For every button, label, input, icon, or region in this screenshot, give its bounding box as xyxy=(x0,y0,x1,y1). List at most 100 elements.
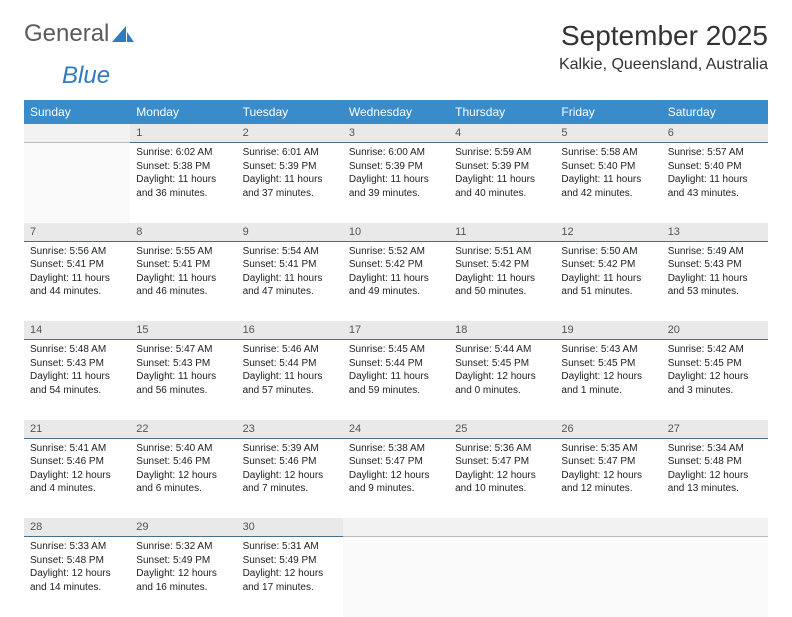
day-info-line: Sunset: 5:39 PM xyxy=(455,160,549,174)
day-info-line: and 6 minutes. xyxy=(136,482,230,496)
day-info-line: Daylight: 11 hours xyxy=(668,272,762,286)
day-info-line: Sunrise: 5:59 AM xyxy=(455,146,549,160)
day-cell: Sunrise: 5:39 AMSunset: 5:46 PMDaylight:… xyxy=(237,438,343,518)
day-number: 17 xyxy=(343,321,449,340)
day-info-line: Sunset: 5:44 PM xyxy=(243,357,337,371)
day-info-line: Sunset: 5:45 PM xyxy=(668,357,762,371)
day-number: 14 xyxy=(24,321,130,340)
day-info-line: Daylight: 12 hours xyxy=(561,469,655,483)
day-cell: Sunrise: 6:02 AMSunset: 5:38 PMDaylight:… xyxy=(130,143,236,223)
day-number-row: 14151617181920 xyxy=(24,321,768,340)
day-info-line: Daylight: 12 hours xyxy=(136,469,230,483)
logo-text-general: General xyxy=(24,20,109,48)
day-info-line: Sunrise: 5:44 AM xyxy=(455,343,549,357)
day-info-line: Sunrise: 5:32 AM xyxy=(136,540,230,554)
day-info-line: Sunset: 5:45 PM xyxy=(455,357,549,371)
day-number: 2 xyxy=(237,124,343,143)
day-info-line: Daylight: 12 hours xyxy=(455,469,549,483)
day-info-line: Daylight: 12 hours xyxy=(349,469,443,483)
day-content-row: Sunrise: 5:41 AMSunset: 5:46 PMDaylight:… xyxy=(24,438,768,518)
day-info-line: Sunrise: 5:38 AM xyxy=(349,442,443,456)
day-cell: Sunrise: 5:40 AMSunset: 5:46 PMDaylight:… xyxy=(130,438,236,518)
day-cell: Sunrise: 5:48 AMSunset: 5:43 PMDaylight:… xyxy=(24,340,130,420)
day-info-line: Daylight: 11 hours xyxy=(243,272,337,286)
day-info-line: Daylight: 12 hours xyxy=(30,567,124,581)
weekday-header: Friday xyxy=(555,100,661,124)
day-info-line: Sunset: 5:46 PM xyxy=(243,455,337,469)
day-info-line: Daylight: 11 hours xyxy=(136,173,230,187)
day-info-line: and 54 minutes. xyxy=(30,384,124,398)
day-info-line: Sunset: 5:43 PM xyxy=(136,357,230,371)
day-info-line: Sunrise: 5:41 AM xyxy=(30,442,124,456)
day-info-line: Sunrise: 5:35 AM xyxy=(561,442,655,456)
weekday-header: Thursday xyxy=(449,100,555,124)
day-info-line: Daylight: 12 hours xyxy=(243,469,337,483)
day-number: 22 xyxy=(130,420,236,439)
day-info-line: and 12 minutes. xyxy=(561,482,655,496)
day-number: 21 xyxy=(24,420,130,439)
day-cell: Sunrise: 5:52 AMSunset: 5:42 PMDaylight:… xyxy=(343,241,449,321)
day-info-line: Sunrise: 5:42 AM xyxy=(668,343,762,357)
day-number: 18 xyxy=(449,321,555,340)
day-cell: Sunrise: 5:47 AMSunset: 5:43 PMDaylight:… xyxy=(130,340,236,420)
day-cell xyxy=(555,537,661,617)
day-info-line: Sunset: 5:43 PM xyxy=(668,258,762,272)
day-cell: Sunrise: 5:49 AMSunset: 5:43 PMDaylight:… xyxy=(662,241,768,321)
day-info-line: and 37 minutes. xyxy=(243,187,337,201)
day-info-line: Sunset: 5:39 PM xyxy=(243,160,337,174)
day-info-line: and 7 minutes. xyxy=(243,482,337,496)
day-info-line: Daylight: 11 hours xyxy=(455,173,549,187)
day-info-line: and 16 minutes. xyxy=(136,581,230,595)
day-info-line: and 47 minutes. xyxy=(243,285,337,299)
day-cell: Sunrise: 5:51 AMSunset: 5:42 PMDaylight:… xyxy=(449,241,555,321)
day-info-line: Daylight: 11 hours xyxy=(30,370,124,384)
day-number: 25 xyxy=(449,420,555,439)
day-cell xyxy=(343,537,449,617)
day-info-line: and 0 minutes. xyxy=(455,384,549,398)
day-content-row: Sunrise: 6:02 AMSunset: 5:38 PMDaylight:… xyxy=(24,143,768,223)
day-cell xyxy=(24,143,130,223)
day-info-line: Sunset: 5:40 PM xyxy=(561,160,655,174)
day-info-line: Sunset: 5:42 PM xyxy=(561,258,655,272)
day-info-line: Daylight: 12 hours xyxy=(668,370,762,384)
day-number: 24 xyxy=(343,420,449,439)
day-info-line: and 43 minutes. xyxy=(668,187,762,201)
day-number: 5 xyxy=(555,124,661,143)
day-info-line: Daylight: 11 hours xyxy=(136,272,230,286)
day-info-line: Daylight: 11 hours xyxy=(561,173,655,187)
day-info-line: Sunrise: 5:52 AM xyxy=(349,245,443,259)
day-info-line: Sunset: 5:48 PM xyxy=(30,554,124,568)
day-content-row: Sunrise: 5:56 AMSunset: 5:41 PMDaylight:… xyxy=(24,241,768,321)
day-info-line: Sunrise: 5:45 AM xyxy=(349,343,443,357)
day-info-line: and 36 minutes. xyxy=(136,187,230,201)
day-number xyxy=(343,518,449,537)
day-info-line: Sunrise: 5:51 AM xyxy=(455,245,549,259)
day-info-line: Sunrise: 5:48 AM xyxy=(30,343,124,357)
day-info-line: Daylight: 11 hours xyxy=(30,272,124,286)
day-cell: Sunrise: 6:00 AMSunset: 5:39 PMDaylight:… xyxy=(343,143,449,223)
day-info-line: Sunset: 5:46 PM xyxy=(136,455,230,469)
day-info-line: Sunrise: 5:46 AM xyxy=(243,343,337,357)
day-info-line: Sunrise: 5:57 AM xyxy=(668,146,762,160)
day-info-line: and 10 minutes. xyxy=(455,482,549,496)
day-number: 27 xyxy=(662,420,768,439)
day-info-line: Sunrise: 5:43 AM xyxy=(561,343,655,357)
day-content-row: Sunrise: 5:48 AMSunset: 5:43 PMDaylight:… xyxy=(24,340,768,420)
day-number-row: 78910111213 xyxy=(24,223,768,242)
logo-text-blue: Blue xyxy=(62,62,110,89)
day-info-line: and 42 minutes. xyxy=(561,187,655,201)
day-info-line: Sunset: 5:47 PM xyxy=(455,455,549,469)
day-info-line: Sunrise: 5:47 AM xyxy=(136,343,230,357)
day-cell: Sunrise: 5:43 AMSunset: 5:45 PMDaylight:… xyxy=(555,340,661,420)
weekday-header: Monday xyxy=(130,100,236,124)
day-number: 11 xyxy=(449,223,555,242)
day-number: 7 xyxy=(24,223,130,242)
day-info-line: Daylight: 11 hours xyxy=(136,370,230,384)
day-number: 19 xyxy=(555,321,661,340)
day-info-line: Sunrise: 6:00 AM xyxy=(349,146,443,160)
day-info-line: Daylight: 11 hours xyxy=(243,173,337,187)
day-info-line: Sunset: 5:49 PM xyxy=(243,554,337,568)
day-info-line: Sunrise: 5:33 AM xyxy=(30,540,124,554)
day-info-line: Daylight: 12 hours xyxy=(455,370,549,384)
day-info-line: Daylight: 11 hours xyxy=(561,272,655,286)
